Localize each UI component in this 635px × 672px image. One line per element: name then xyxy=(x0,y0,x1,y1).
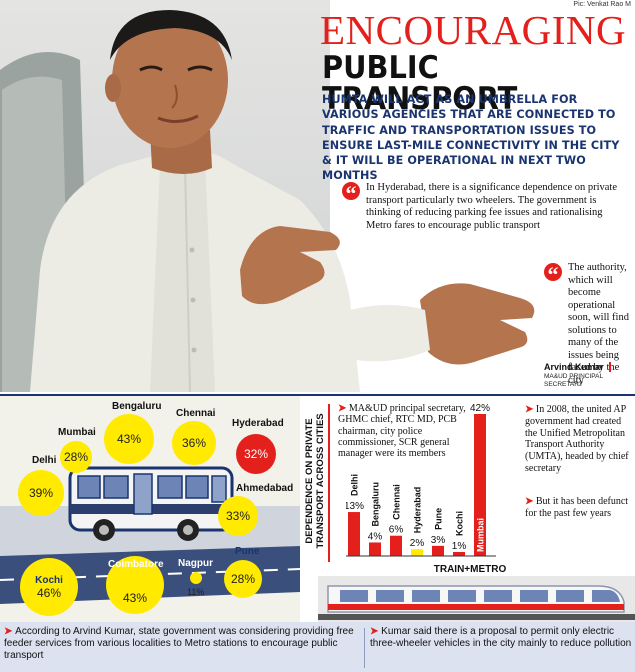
quote-1: In Hyderabad, there is a significance de… xyxy=(366,182,618,231)
bar-category-delhi: Delhi xyxy=(350,474,360,496)
bar-value-pune: 3% xyxy=(431,535,446,546)
train-metro-panel: TRAIN+METRO xyxy=(318,564,635,622)
subheadline: HUMTA WILL ACT AS AN UMBRELLA FOR VARIOU… xyxy=(322,93,620,183)
umta-note-text: In 2008, the united AP government had cr… xyxy=(525,404,629,474)
bar-value-hyderabad: 2% xyxy=(410,538,425,549)
arrow-icon: ➤ xyxy=(525,496,536,507)
bubble-nagpur-value: 11% xyxy=(187,587,205,597)
bar-value-bengaluru: 4% xyxy=(368,531,383,542)
cities-bubble-panel: Bengaluru 43% Chennai 36% Hyderabad 32% … xyxy=(0,396,300,622)
metro-train-illustration xyxy=(318,576,635,622)
headline-line-2: PUBLIC TRANSPORT xyxy=(322,50,518,117)
arrow-icon: ➤ xyxy=(4,626,16,637)
train-metro-bar-chart: 13% Delhi 4% Bengaluru 6% Chennai 2% Hyderabad 3… xyxy=(346,403,496,557)
city-label-pune: Pune xyxy=(235,546,260,557)
members-note: ➤ MA&UD principal secretary, GHMC chief,… xyxy=(338,403,478,459)
photo-credit: Pic: Venkat Rao M xyxy=(573,1,631,8)
city-label-bengaluru: Bengaluru xyxy=(112,401,162,412)
bubble-mumbai: 28% xyxy=(60,441,92,473)
bar-pune xyxy=(432,545,444,556)
bubble-hyderabad: 32% xyxy=(236,434,276,474)
footer-note-left-text: According to Arvind Kumar, state governm… xyxy=(4,626,354,661)
bar-kochi xyxy=(453,552,465,556)
footer-note-right: ➤ Kumar said there is a proposal to perm… xyxy=(370,626,632,650)
arrow-icon: ➤ xyxy=(370,626,382,637)
arrow-icon: ➤ xyxy=(338,403,349,414)
arrow-icon: ➤ xyxy=(525,404,536,415)
bar-hyderabad xyxy=(411,549,423,556)
defunct-note: ➤ But it has been defunct for the past f… xyxy=(525,496,631,520)
city-label-hyderabad: Hyderabad xyxy=(232,418,284,429)
bar-value-delhi: 13% xyxy=(346,501,364,512)
bar-category-kochi: Kochi xyxy=(455,511,465,536)
quote-2: The authority, which will become operati… xyxy=(568,262,629,386)
bar-value-chennai: 6% xyxy=(389,525,404,536)
speaker-name: Arvind Kumar xyxy=(544,362,604,372)
footer-notes: ➤ According to Arvind Kumar, state gover… xyxy=(0,622,635,672)
bubble-delhi: 39% xyxy=(18,470,64,516)
bar-mumbai xyxy=(474,414,486,556)
members-note-text: MA&UD principal secretary, GHMC chief, R… xyxy=(338,403,466,460)
dependence-axis-line xyxy=(328,404,330,562)
city-label-delhi: Delhi xyxy=(32,455,57,466)
city-label-ahmedabad: Ahmedabad xyxy=(236,483,294,494)
city-label-nagpur: Nagpur xyxy=(178,558,213,569)
bubble-nagpur xyxy=(190,572,202,584)
bubble-kochi: Kochi 46% xyxy=(20,558,78,616)
bar-delhi xyxy=(348,512,360,556)
bar-category-hyderabad: Hyderabad xyxy=(413,487,423,534)
city-label-kochi: Kochi xyxy=(35,574,63,586)
bar-category-chennai: Chennai xyxy=(392,484,402,520)
footer-divider xyxy=(364,628,365,668)
quote-mark-icon: “ xyxy=(544,263,562,287)
speaker-photo xyxy=(0,10,535,392)
umta-note: ➤ In 2008, the united AP government had … xyxy=(525,404,631,475)
city-label-chennai: Chennai xyxy=(176,408,216,419)
bar-category-pune: Pune xyxy=(434,508,444,530)
quote-mark-icon: “ xyxy=(342,182,360,206)
bar-category-bengaluru: Bengaluru xyxy=(371,482,381,527)
bubble-chennai: 36% xyxy=(172,421,216,465)
bubble-bengaluru: 43% xyxy=(104,414,154,464)
bubble-ahmedabad: 33% xyxy=(218,496,258,536)
footer-note-right-text: Kumar said there is a proposal to permit… xyxy=(370,626,632,649)
bar-category-mumbai: Mumbai xyxy=(476,518,486,552)
infographic-section: Bengaluru 43% Chennai 36% Hyderabad 32% … xyxy=(0,394,635,672)
bar-bengaluru xyxy=(369,542,381,556)
bubble-coimbatore-value: 43% xyxy=(123,591,148,605)
dependence-axis-label-container: DEPENDENCE ON PRIVATE TRANSPORT ACROSS C… xyxy=(300,400,336,562)
dependence-axis-label: DEPENDENCE ON PRIVATE TRANSPORT ACROSS C… xyxy=(304,413,326,549)
bubble-kochi-value: 46% xyxy=(36,585,62,600)
bar-chennai xyxy=(390,535,402,556)
speaker-divider xyxy=(609,362,611,372)
defunct-note-text: But it has been defunct for the past few… xyxy=(525,496,629,519)
hero-section: Pic: Venkat Rao M ENCOURAGING PUBLIC TRA… xyxy=(0,0,631,392)
speaker-title: MA&UD PRINCIPAL SECRETARY xyxy=(544,373,603,388)
city-label-mumbai: Mumbai xyxy=(58,427,96,438)
bubble-pune: 28% xyxy=(224,560,262,598)
bar-value-mumbai: 42% xyxy=(470,403,490,414)
city-label-coimbatore: Coimbatore xyxy=(108,559,164,570)
bubble-coimbatore xyxy=(106,556,164,614)
headline-line-1: ENCOURAGING xyxy=(320,7,627,53)
footer-note-left: ➤ According to Arvind Kumar, state gover… xyxy=(4,626,360,662)
train-metro-label: TRAIN+METRO xyxy=(433,564,507,575)
bar-value-kochi: 1% xyxy=(452,541,467,552)
